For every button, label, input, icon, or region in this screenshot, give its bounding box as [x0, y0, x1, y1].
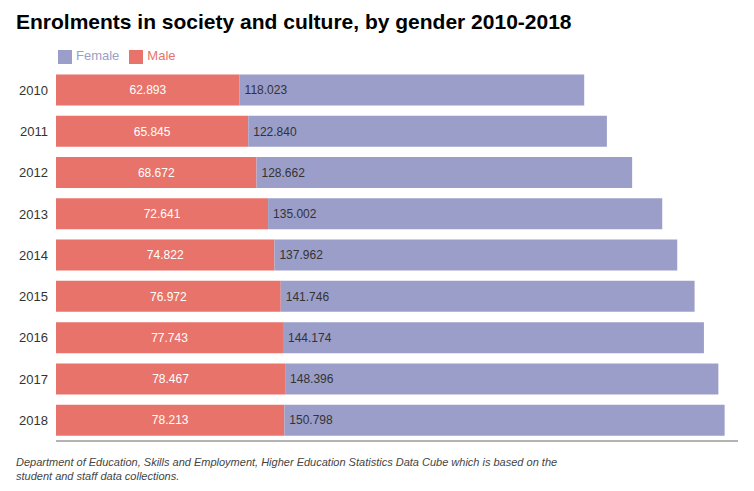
svg-text:2012: 2012 [19, 165, 48, 180]
svg-text:78.467: 78.467 [152, 372, 189, 386]
svg-text:77.743: 77.743 [151, 331, 188, 345]
svg-text:122.840: 122.840 [253, 125, 297, 139]
svg-text:78.213: 78.213 [152, 413, 189, 427]
svg-text:135.002: 135.002 [273, 207, 317, 221]
svg-text:2014: 2014 [19, 248, 48, 263]
svg-text:2016: 2016 [19, 330, 48, 345]
svg-text:2015: 2015 [19, 289, 48, 304]
svg-text:137.962: 137.962 [279, 248, 323, 262]
svg-text:144.174: 144.174 [288, 331, 332, 345]
svg-text:148.396: 148.396 [290, 372, 334, 386]
svg-text:2011: 2011 [20, 124, 48, 139]
svg-text:74.822: 74.822 [147, 248, 184, 262]
svg-text:62.893: 62.893 [129, 83, 166, 97]
html-text:Female: Female [76, 48, 120, 63]
svg-text:72.641: 72.641 [144, 207, 181, 221]
svg-text:76.972: 76.972 [150, 290, 187, 304]
svg-text:68.672: 68.672 [138, 166, 175, 180]
svg-text:2018: 2018 [19, 413, 48, 428]
html-text:Male: Male [147, 48, 176, 63]
svg-text:128.662: 128.662 [261, 166, 305, 180]
html-text:Enrolments in society and cult: Enrolments in society and culture, by ge… [16, 10, 572, 33]
html-text:Department of Education, Skill: Department of Education, Skills and Empl… [16, 456, 558, 482]
svg-text:2013: 2013 [19, 207, 48, 222]
svg-text:150.798: 150.798 [289, 413, 333, 427]
svg-text:118.023: 118.023 [245, 83, 288, 97]
svg-text:2017: 2017 [19, 372, 48, 387]
svg-text:65.845: 65.845 [134, 125, 171, 139]
svg-text:141.746: 141.746 [286, 290, 330, 304]
svg-text:2010: 2010 [19, 83, 48, 98]
